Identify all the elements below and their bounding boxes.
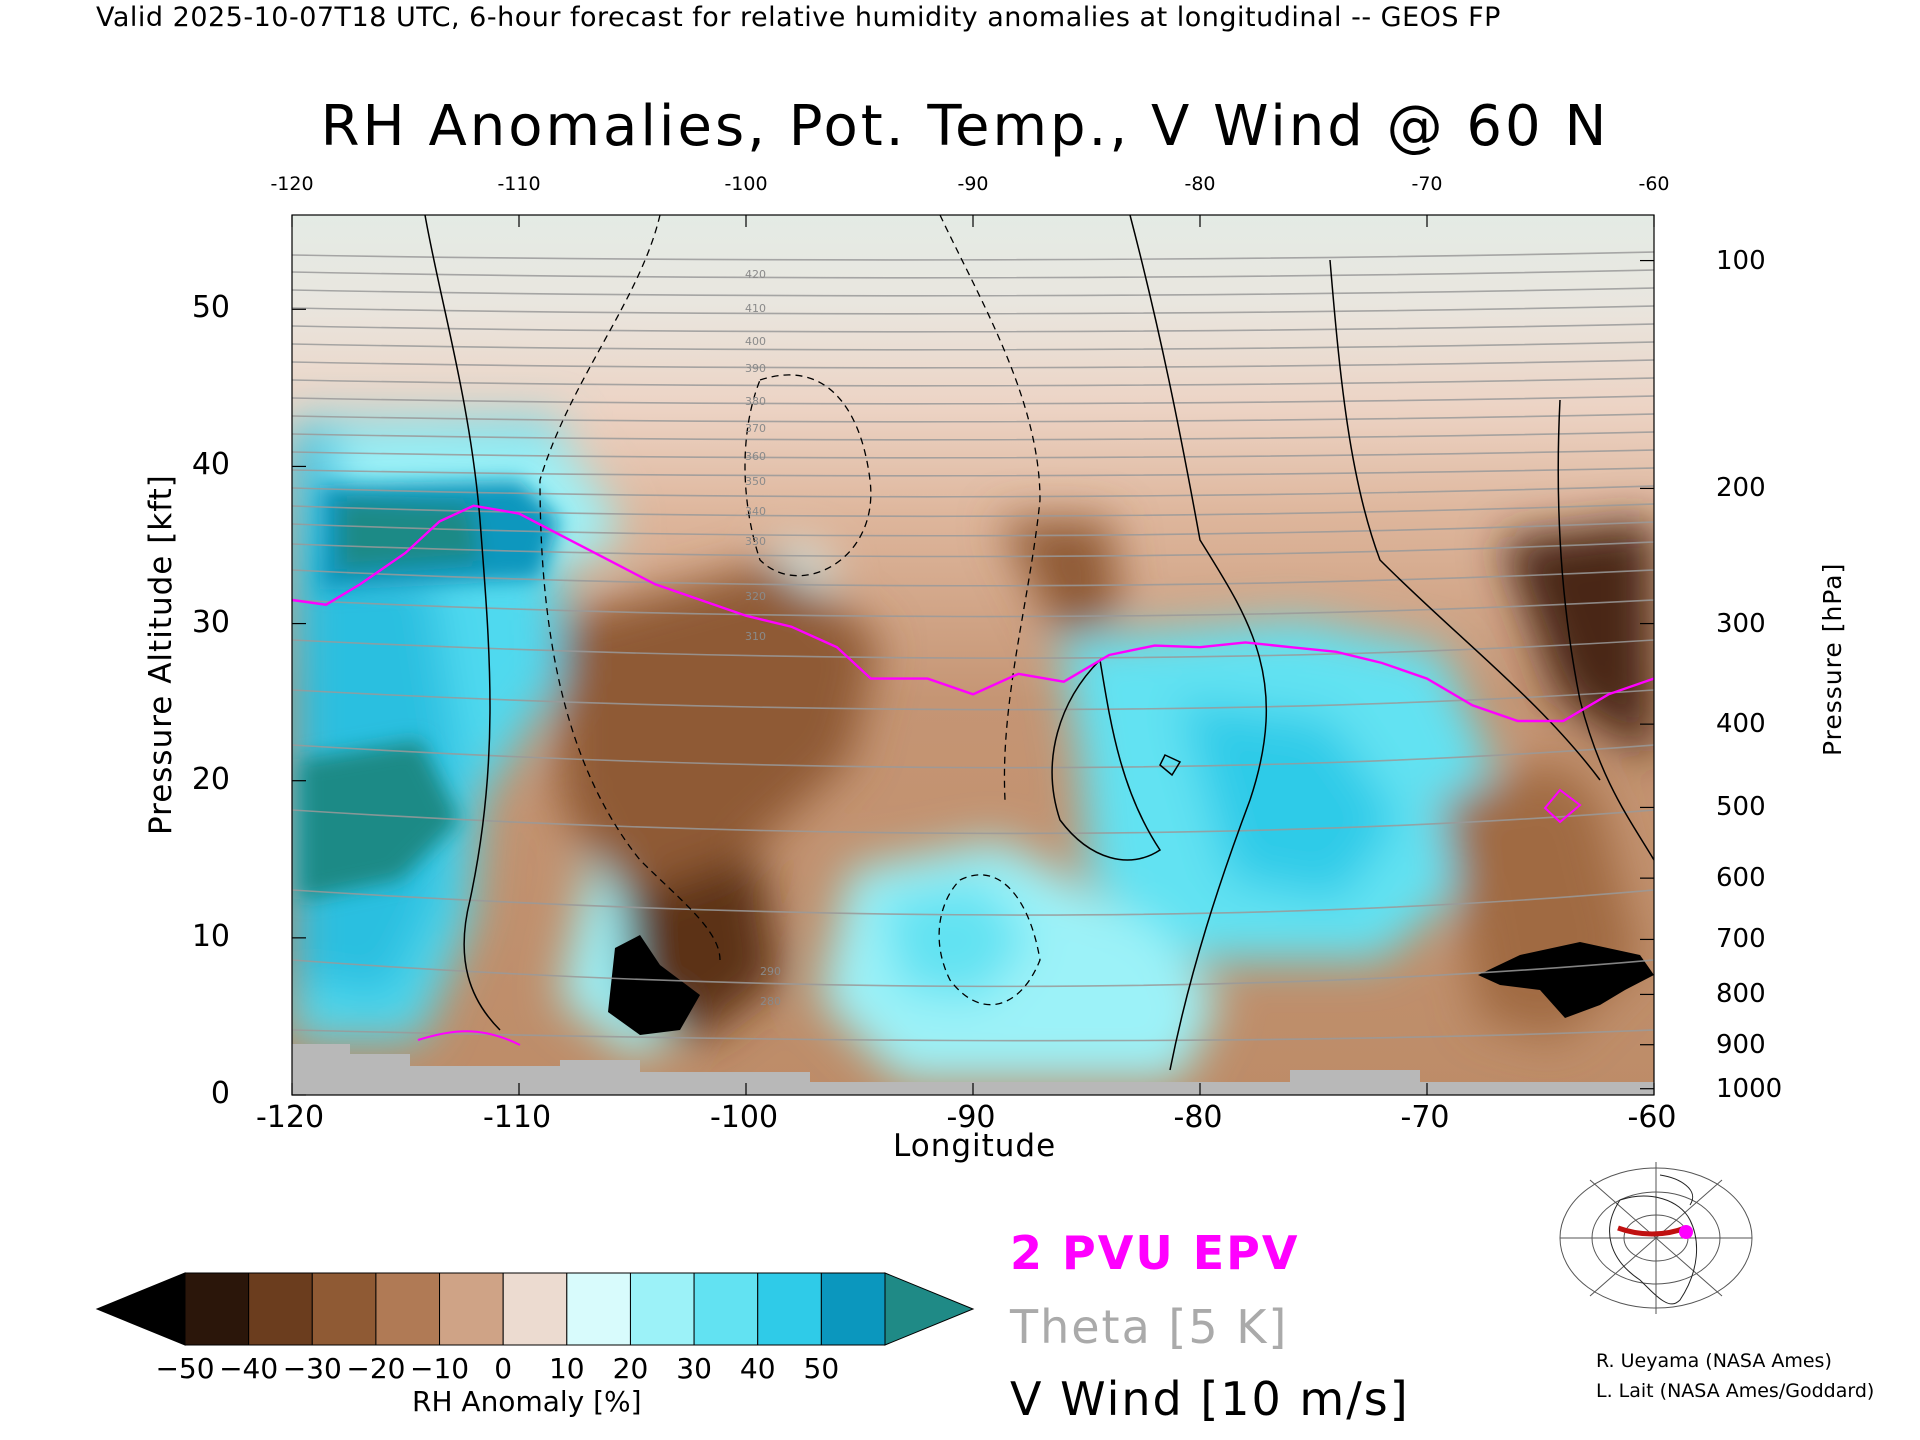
location-map-inset bbox=[1556, 1162, 1756, 1314]
theta-contour-label: 360 bbox=[745, 450, 766, 463]
colorbar-tick-label: −20 bbox=[346, 1352, 406, 1385]
x-tick-label: -80 bbox=[1173, 1100, 1223, 1135]
theta-contour-label: 380 bbox=[745, 395, 766, 408]
y-tick-label: 20 bbox=[191, 761, 230, 797]
theta-contour-label: 420 bbox=[745, 268, 766, 281]
x-top-tick-label: -110 bbox=[497, 173, 541, 195]
colorbar-swatch bbox=[184, 1272, 250, 1346]
pressure-tick-label: 100 bbox=[1716, 245, 1766, 276]
pressure-tick-label: 700 bbox=[1716, 924, 1766, 955]
x-tick-label: -60 bbox=[1627, 1100, 1677, 1135]
y-tick-marks bbox=[292, 259, 1654, 1096]
theta-contour-label: 370 bbox=[745, 422, 766, 435]
chart-title: RH Anomalies, Pot. Temp., V Wind @ 60 N bbox=[320, 94, 1610, 159]
colorbar-swatch bbox=[375, 1272, 441, 1346]
colorbar-tick-label: −10 bbox=[409, 1352, 470, 1385]
x-tick-label: -70 bbox=[1400, 1100, 1450, 1135]
x-tick-label: -110 bbox=[482, 1100, 552, 1135]
theta-contour-label: 400 bbox=[745, 335, 766, 348]
terrain-mask bbox=[292, 1044, 1654, 1095]
y-tick-label: 0 bbox=[210, 1076, 230, 1111]
colorbar-swatch bbox=[629, 1272, 695, 1346]
x-top-tick-label: -100 bbox=[724, 173, 768, 195]
legend-pvu-label: 2 PVU EPV bbox=[1010, 1226, 1300, 1280]
colorbar-swatch bbox=[757, 1272, 822, 1346]
forecast-header: Valid 2025-10-07T18 UTC, 6-hour forecast… bbox=[96, 2, 1501, 33]
colorbar-tick-label: 20 bbox=[612, 1352, 649, 1385]
pressure-tick-label: 1000 bbox=[1716, 1073, 1783, 1104]
legend-wind-label: V Wind [10 m/s] bbox=[1010, 1372, 1410, 1426]
colorbar-tick-label: 30 bbox=[676, 1352, 712, 1385]
theta-contour-label: 410 bbox=[745, 302, 766, 315]
pressure-tick-label: 200 bbox=[1716, 473, 1766, 504]
pressure-tick-label: 400 bbox=[1716, 709, 1766, 740]
x-top-tick-label: -120 bbox=[270, 173, 314, 195]
pressure-axis-label: Pressure [hPa] bbox=[1818, 562, 1847, 756]
theta-contour-label: 340 bbox=[745, 505, 766, 518]
colorbar-tick-label: −50 bbox=[155, 1352, 215, 1385]
colorbar-swatch bbox=[820, 1272, 886, 1346]
colorbar-under-arrow bbox=[95, 1272, 186, 1346]
colorbar-swatch bbox=[566, 1272, 631, 1346]
legend-theta-label: Theta [5 K] bbox=[1010, 1300, 1289, 1354]
colorbar-swatch bbox=[248, 1272, 313, 1346]
x-tick-label: -120 bbox=[255, 1100, 325, 1135]
y-tick-label: 30 bbox=[191, 604, 230, 640]
colorbar-swatch bbox=[311, 1272, 377, 1346]
theta-contour-label: 280 bbox=[760, 995, 781, 1008]
colorbar-tick-label: 40 bbox=[739, 1352, 776, 1385]
theta-contour-label: 310 bbox=[745, 630, 766, 643]
x-tick-label: -90 bbox=[946, 1100, 996, 1135]
credit-author-2: L. Lait (NASA Ames/Goddard) bbox=[1596, 1380, 1875, 1402]
colorbar-tick-label: −40 bbox=[219, 1352, 279, 1385]
x-axis-label: Longitude bbox=[893, 1128, 1057, 1164]
pressure-tick-label: 900 bbox=[1716, 1029, 1766, 1060]
x-tick-label: -100 bbox=[709, 1100, 779, 1135]
colorbar-tick-label: 50 bbox=[803, 1352, 840, 1385]
rh-anomaly-shading bbox=[292, 215, 1654, 1095]
theta-contour-label: 320 bbox=[745, 590, 766, 603]
colorbar-tick-label: 0 bbox=[494, 1352, 513, 1385]
colorbar-swatch bbox=[693, 1272, 759, 1346]
y-axis-label: Pressure Altitude [kft] bbox=[143, 474, 179, 835]
x-top-tick-label: -60 bbox=[1638, 173, 1670, 195]
theta-contour-label: 290 bbox=[760, 965, 781, 978]
colorbar-swatch bbox=[502, 1272, 568, 1346]
colorbar-label: RH Anomaly [%] bbox=[412, 1385, 642, 1418]
pressure-tick-label: 600 bbox=[1716, 863, 1766, 894]
colorbar-over-arrow bbox=[884, 1272, 975, 1346]
x-top-tick-label: -90 bbox=[957, 173, 989, 195]
theta-contour-label: 390 bbox=[745, 362, 766, 375]
colorbar-tick-label: 10 bbox=[548, 1352, 585, 1385]
y-tick-label: 50 bbox=[191, 290, 230, 326]
pressure-tick-label: 500 bbox=[1716, 792, 1766, 823]
pressure-tick-label: 800 bbox=[1716, 979, 1766, 1010]
y-tick-label: 40 bbox=[191, 447, 230, 483]
pressure-tick-label: 300 bbox=[1716, 608, 1766, 639]
pvu-contour bbox=[292, 504, 1654, 723]
theta-contour-label: 330 bbox=[745, 535, 766, 548]
colorbar-swatch bbox=[439, 1272, 504, 1346]
colorbar-tick-label: −30 bbox=[282, 1352, 342, 1385]
y-tick-label: 10 bbox=[191, 918, 230, 954]
x-top-tick-label: -80 bbox=[1184, 173, 1216, 195]
rh-colorbar bbox=[95, 1272, 975, 1346]
theta-contour-labels: 280 290 310 320 330 340 350 360 370 380 390 400 410 4… bbox=[745, 268, 781, 1008]
credit-author-1: R. Ueyama (NASA Ames) bbox=[1596, 1350, 1832, 1372]
x-top-tick-label: -70 bbox=[1411, 173, 1443, 195]
theta-contour-label: 350 bbox=[745, 475, 766, 488]
